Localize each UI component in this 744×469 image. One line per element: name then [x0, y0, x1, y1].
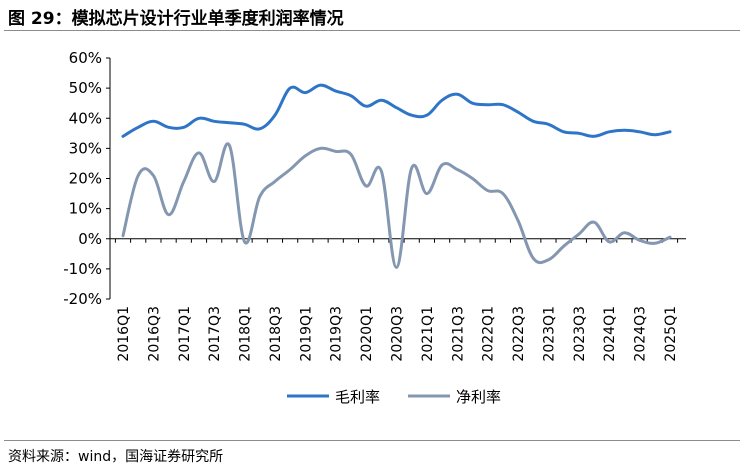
- x-axis-ticks: 2016Q1 2016Q3 2017Q1 2017Q3 2018Q1 2018Q3 2019…: [114, 238, 679, 362]
- y-tick-label: -20%: [63, 290, 102, 308]
- footer-divider: [4, 440, 740, 441]
- x-tick-label: 2017Q3: [207, 306, 223, 362]
- y-tick-label: -10%: [63, 260, 102, 278]
- x-tick-label: 2023Q3: [572, 306, 588, 362]
- legend-label: 净利率: [456, 388, 501, 406]
- y-tick-label: 10%: [69, 200, 102, 218]
- x-tick-label: 2020Q1: [359, 306, 375, 362]
- x-tick-label: 2018Q3: [268, 306, 284, 362]
- x-tick-label: 2020Q3: [390, 306, 406, 362]
- y-tick-label: 40%: [69, 109, 102, 127]
- x-tick-label: 2021Q3: [450, 306, 466, 362]
- line-chart: -20%-10%0%10%20%30%40%50%60% 2016Q1 2016Q…: [63, 49, 686, 406]
- x-tick-label: 2019Q3: [329, 306, 345, 362]
- x-tick-label: 2024Q1: [602, 306, 618, 362]
- x-tick-label: 2022Q1: [481, 306, 497, 362]
- legend-label: 毛利率: [335, 388, 380, 406]
- figure-title: 图 29：模拟芯片设计行业单季度利润率情况: [8, 9, 344, 29]
- y-tick-label: 60%: [69, 49, 102, 67]
- legend: 毛利率 净利率: [287, 388, 501, 406]
- x-tick-label: 2022Q3: [511, 306, 527, 362]
- title-divider: [4, 30, 740, 31]
- source-note: 资料来源：wind，国海证券研究所: [8, 449, 224, 465]
- y-tick-label: 20%: [69, 170, 102, 188]
- y-axis-ticks: -20% -10% 0% 10% 20% 30% 40% 50% 60%: [63, 49, 110, 308]
- x-tick-label: 2025Q1: [663, 306, 679, 362]
- x-tick-label: 2016Q3: [146, 306, 162, 362]
- x-tick-label: 2021Q1: [420, 306, 436, 362]
- series-line-net-margin: [121, 142, 672, 269]
- x-tick-label: 2024Q3: [633, 306, 649, 362]
- x-tick-label: 2023Q1: [541, 306, 557, 362]
- x-tick-label: 2018Q1: [238, 306, 254, 362]
- series-lines: [121, 83, 672, 269]
- y-tick-label: 0%: [78, 230, 102, 248]
- series-line-gross-margin: [121, 83, 672, 138]
- x-tick-label: 2016Q1: [116, 306, 132, 362]
- x-tick-label: 2017Q1: [177, 306, 193, 362]
- x-tick-label: 2019Q1: [298, 306, 314, 362]
- y-tick-label: 50%: [69, 79, 102, 97]
- y-tick-label: 30%: [69, 139, 102, 157]
